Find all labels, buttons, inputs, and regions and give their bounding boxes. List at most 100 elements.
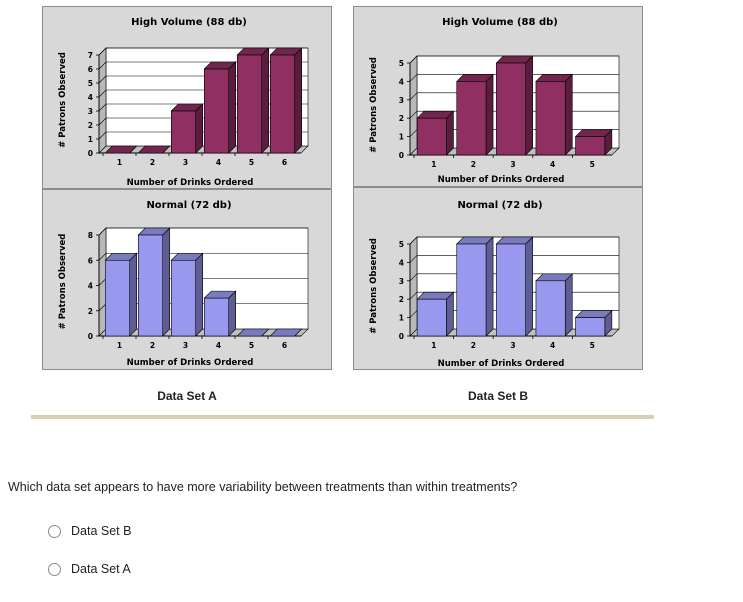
x-tick-label: 2 — [150, 341, 155, 350]
bar-front — [416, 298, 447, 337]
question-text: Which data set appears to have more vari… — [8, 480, 518, 494]
y-tick-label: 2 — [399, 114, 404, 123]
x-tick-label: 5 — [249, 341, 254, 350]
bar-5 — [236, 47, 270, 154]
bar-3 — [495, 236, 534, 337]
y-tick-label: 4 — [88, 282, 93, 291]
x-tick-label: 6 — [282, 341, 287, 350]
y-tick-label: 2 — [88, 307, 93, 316]
bar-side — [525, 55, 533, 156]
bar-1 — [104, 252, 138, 337]
y-axis-title: # Patrons Observed — [58, 234, 68, 330]
gridline-side — [98, 89, 107, 98]
data-set-a-label: Data Set A — [157, 389, 217, 403]
x-tick-label: 2 — [471, 160, 476, 169]
x-tick-label: 2 — [150, 158, 155, 167]
gridline-side — [409, 74, 418, 82]
x-tick-label: 1 — [117, 341, 122, 350]
bar-1 — [104, 145, 138, 154]
x-tick-label: 1 — [431, 160, 436, 169]
y-tick-label: 3 — [88, 107, 93, 116]
bar-4 — [203, 61, 237, 154]
x-tick-label: 5 — [590, 160, 595, 169]
bar-side — [228, 290, 237, 337]
y-tick-label: 7 — [88, 51, 93, 60]
chart-title: High Volume (88 db) — [131, 17, 247, 28]
bar-front — [456, 243, 487, 337]
y-tick-label: 1 — [88, 135, 93, 144]
chart-side-wall — [98, 47, 107, 154]
bar-1 — [416, 291, 455, 337]
y-tick-label: 2 — [399, 295, 404, 304]
bar-side — [564, 73, 573, 156]
chart-side-wall — [409, 236, 418, 337]
bar-3 — [495, 55, 534, 156]
y-tick-label: 8 — [88, 231, 93, 240]
x-axis-title: Number of Drinks Ordered — [438, 359, 565, 369]
bar-front — [170, 259, 197, 337]
bar-front — [203, 68, 230, 154]
option-data-set-b[interactable]: Data Set B — [48, 524, 131, 538]
bar-front — [456, 81, 487, 156]
bar-front — [496, 243, 526, 337]
option-label: Data Set B — [71, 524, 132, 538]
chart-title: Normal (72 db) — [457, 200, 542, 211]
bar-side — [129, 252, 138, 337]
bar-front — [496, 62, 526, 156]
x-tick-label: 4 — [550, 341, 555, 350]
radio-button[interactable] — [48, 562, 61, 576]
x-tick-label: 2 — [471, 341, 476, 350]
chart-dataset-b-high-volume: High Volume (88 db) 0 1 2 3 4 5 1 2 3 4 5 Number of … — [353, 6, 643, 187]
bar-front — [236, 54, 263, 154]
x-axis-title: Number of Drinks Ordered — [127, 178, 254, 188]
gridline-side — [409, 255, 418, 263]
bar-5 — [574, 128, 613, 156]
gridline-side — [98, 227, 107, 236]
bar-side — [485, 73, 494, 156]
gridline-side — [98, 103, 107, 112]
gridline-side — [409, 92, 418, 101]
y-tick-label: 2 — [88, 121, 93, 130]
bar-2 — [456, 73, 494, 156]
x-tick-label: 3 — [183, 158, 188, 167]
y-tick-label: 0 — [88, 332, 93, 341]
gridline-side — [98, 75, 107, 84]
x-axis-title: Number of Drinks Ordered — [438, 175, 565, 185]
gridline-side — [409, 291, 418, 300]
bar-side — [195, 252, 204, 337]
chart-svg: Normal (72 db) 0 2 4 6 8 1 2 3 4 5 6 Number of Drink… — [58, 200, 309, 368]
x-tick-label: 1 — [431, 341, 436, 350]
bar-front — [170, 110, 197, 154]
bar-6 — [269, 328, 303, 337]
y-tick-label: 6 — [88, 256, 93, 265]
bar-5 — [574, 309, 613, 337]
y-axis-title: # Patrons Observed — [58, 52, 68, 148]
x-tick-label: 4 — [216, 158, 221, 167]
gridline-side — [98, 303, 107, 311]
bar-top — [269, 328, 303, 337]
bar-2 — [456, 236, 494, 337]
x-tick-label: 6 — [282, 158, 287, 167]
bar-front — [104, 259, 131, 337]
bar-6 — [269, 47, 303, 154]
bar-front — [269, 54, 296, 154]
option-data-set-a[interactable]: Data Set A — [48, 562, 131, 576]
chart-dataset-a-normal: Normal (72 db) 0 2 4 6 8 1 2 3 4 5 6 Number of Drink… — [42, 189, 332, 370]
section-divider — [31, 415, 654, 419]
y-tick-label: 0 — [88, 149, 93, 158]
bar-front — [137, 234, 164, 337]
gridline-side — [98, 253, 107, 261]
bar-side — [446, 110, 454, 156]
bar-4 — [535, 273, 573, 337]
bar-side — [195, 103, 204, 154]
radio-button[interactable] — [48, 524, 61, 538]
gridline-side — [98, 117, 107, 126]
gridline-side — [409, 310, 418, 318]
y-tick-label: 5 — [399, 59, 404, 68]
y-tick-label: 3 — [399, 96, 404, 105]
bar-front — [535, 280, 566, 337]
bar-side — [525, 236, 533, 337]
y-tick-label: 3 — [399, 277, 404, 286]
chart-dataset-b-normal: Normal (72 db) 0 1 2 3 4 5 1 2 3 4 5 Number of Drink… — [353, 187, 643, 370]
y-tick-label: 6 — [88, 65, 93, 74]
